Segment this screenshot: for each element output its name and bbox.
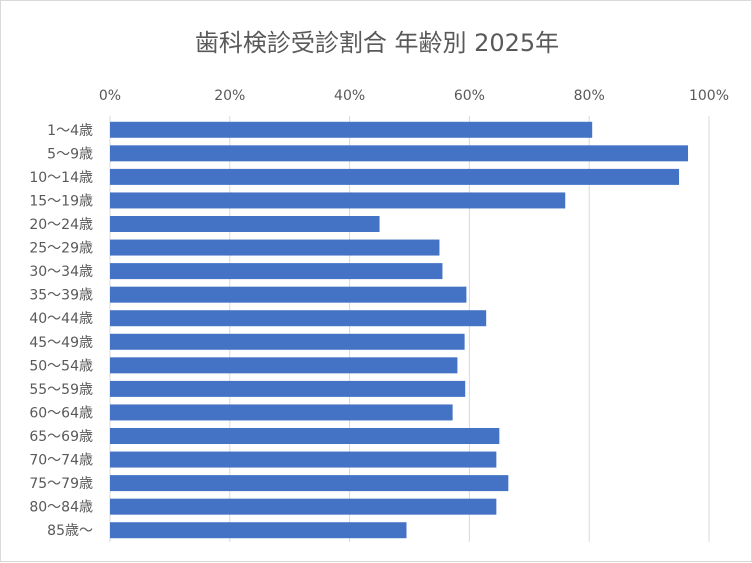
y-category-label: 1～4歳 [47,123,93,139]
gridlines [109,116,710,542]
y-category-label: 15～19歳 [29,193,93,209]
y-category-label: 30～34歳 [29,264,93,280]
x-tick-label: 0% [99,88,121,104]
y-category-label: 85歳～ [47,523,93,539]
bar [110,475,509,492]
y-axis-labels: 1～4歳 5～9歳 10～14歳 15～19歳 20～24歳 25～29歳 30～34歳 35… [29,123,93,539]
bar [110,263,443,280]
y-category-label: 65～69歳 [29,429,93,445]
bar [110,239,440,256]
y-category-label: 5～9歳 [47,146,93,162]
y-category-label: 10～14歳 [29,170,93,186]
x-tick-label: 80% [574,88,605,104]
y-category-label: 50～54歳 [29,358,93,374]
bar [110,380,466,397]
y-category-label: 80～84歳 [29,500,93,516]
bar [110,286,467,303]
bar [110,168,680,185]
x-tick-label: 60% [454,88,485,104]
x-tick-label: 20% [214,88,245,104]
y-category-label: 20～24歳 [29,217,93,233]
bar [110,357,458,374]
bar [110,404,453,421]
x-axis-ticks: 0% 20% 40% 60% 80% 100% [99,88,729,104]
bar [110,192,566,209]
bar [110,498,497,515]
bars [110,121,689,539]
x-tick-label: 100% [689,88,729,104]
y-category-label: 60～64歳 [29,405,93,421]
y-category-label: 25～29歳 [29,241,93,257]
y-category-label: 55～59歳 [29,382,93,398]
bar [110,216,380,232]
chart-title: 歯科検診受診割合 年齢別 2025年 [194,29,560,57]
bar [110,451,497,468]
y-category-label: 35～39歳 [29,288,93,304]
y-category-label: 75～79歳 [29,476,93,492]
bar [110,522,407,539]
bar [110,333,465,350]
y-category-label: 40～44歳 [29,311,93,327]
bar [110,121,593,138]
bar [110,310,487,327]
bar [110,428,500,444]
y-category-label: 70～74歳 [29,453,93,469]
bar [110,145,689,162]
y-category-label: 45～49歳 [29,335,93,351]
x-tick-label: 40% [334,88,365,104]
